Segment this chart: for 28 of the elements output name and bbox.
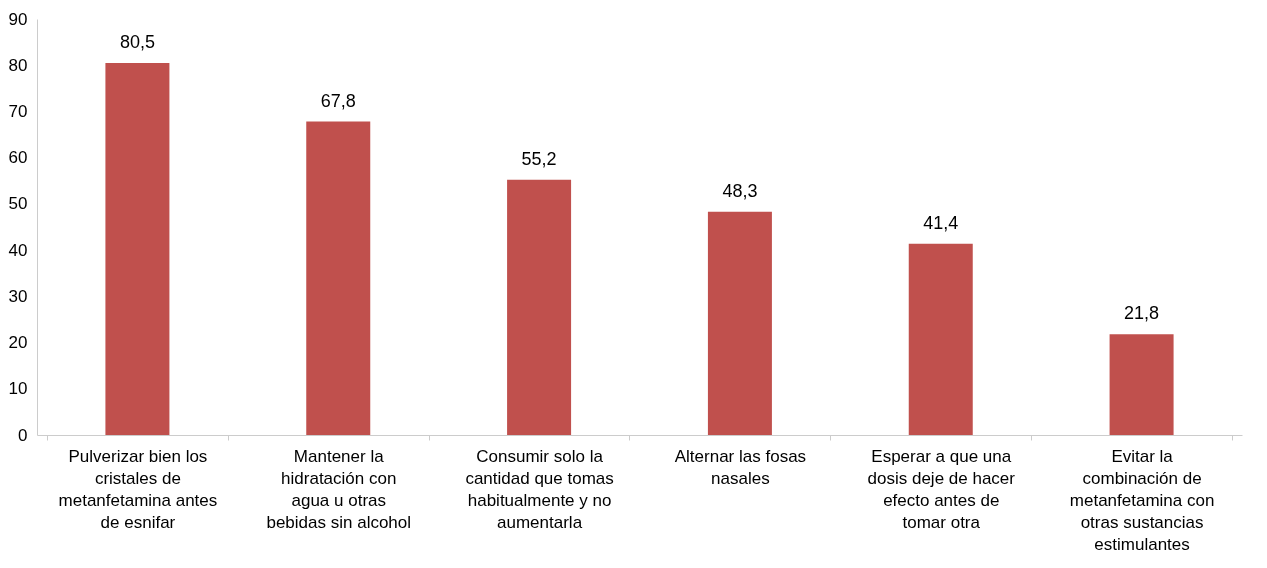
y-tick-label: 60	[8, 148, 28, 168]
data-label: 21,8	[1124, 303, 1160, 324]
bar	[105, 62, 170, 435]
x-tick-label: Mantener la hidratación con agua u otras bebidas sin alcohol	[266, 446, 412, 532]
x-tick-label: Esperar a que una dosis deje de hacer efecto antes de tomar otra	[867, 446, 1016, 532]
data-label: 41,4	[923, 212, 959, 233]
x-tick-label: Consumir solo la cantidad que tomas habitualmente y no aumentarla	[465, 446, 614, 532]
data-label: 67,8	[320, 90, 356, 111]
y-tick-label: 20	[8, 333, 28, 353]
y-tick-label: 30	[8, 286, 28, 306]
x-tick-label: Alternar las fosas nasales	[674, 446, 807, 488]
y-tick-label: 80	[8, 55, 28, 75]
data-label: 48,3	[722, 180, 758, 201]
y-tick-label: 0	[18, 425, 28, 445]
data-label: 55,2	[521, 148, 557, 169]
y-tick-label: 40	[8, 240, 28, 260]
x-tick-label: Evitar la combinación de metanfetamina con otras sustancias estimulantes	[1069, 446, 1215, 554]
bar	[707, 211, 772, 435]
y-tick-label: 90	[8, 9, 28, 29]
y-tick-label: 50	[8, 194, 28, 214]
bar	[507, 179, 572, 435]
bar	[908, 243, 973, 435]
data-label: 80,5	[119, 31, 155, 52]
bar	[306, 121, 371, 435]
y-tick-label: 10	[8, 379, 28, 399]
bar	[1109, 334, 1174, 435]
y-tick-label: 70	[8, 101, 28, 121]
x-tick-label: Pulverizar bien los cristales de metanfetamina antes de esnifar	[58, 446, 218, 532]
